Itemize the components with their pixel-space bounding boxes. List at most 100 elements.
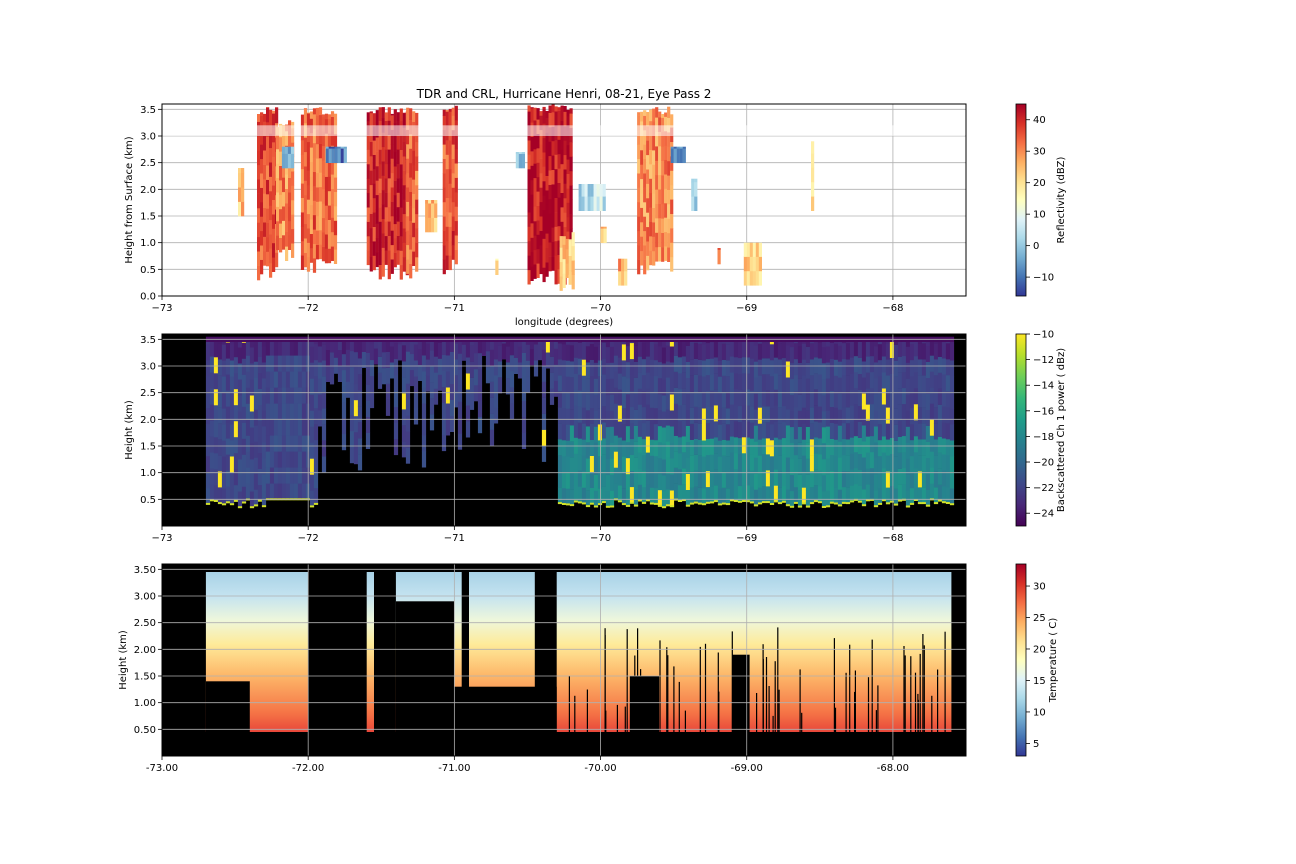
reflectivity-echo-cell [399,250,403,266]
backscatter-cell [477,342,483,354]
reflectivity-speckle-cell [431,200,435,204]
reflectivity-echo-cell [560,163,564,179]
reflectivity-speckle-cell [343,146,347,149]
reflectivity-echo-cell [637,230,641,246]
reflectivity-echo-cell [545,175,549,191]
reflectivity-speckle-cell [325,146,329,149]
backscatter-cell [701,424,707,441]
backscatter-cell [413,376,419,393]
reflectivity-echo-cell [658,146,662,161]
backscatter-cell [625,342,631,347]
temperature-missing-data [678,681,680,735]
temperature-colorbar-label: Temperature ( C) [1048,618,1059,704]
surface-return [797,505,803,508]
backscatter-cell [849,342,855,358]
reflectivity-speckle-cell [624,270,628,286]
backscatter-cell [749,342,755,359]
backscatter-cell [905,394,911,411]
reflectivity-echo-cell [390,115,394,130]
reflectivity-echo-cell [390,259,394,274]
reflectivity-speckle-cell [281,153,286,169]
backscatter-cell [797,342,803,347]
reflectivity-echo-cell [652,207,656,223]
backscatter-cell [577,486,583,503]
reflectivity-speckle-cell [676,146,680,149]
backscatter-cell [653,342,659,345]
backscatter-cell [637,356,643,373]
backscatter-cell [485,342,491,352]
backscatter-cell [717,488,723,505]
reflectivity-echo-cell [291,171,295,186]
backscatter-cell [545,352,551,369]
backscatter-cell [309,426,315,443]
backscatter-cell [789,378,795,396]
backscatter-cell [825,426,831,443]
reflectivity-echo-cell [399,108,403,122]
surface-return [837,504,843,507]
backscatter-cell [669,442,675,459]
backscatter-cell [885,439,891,456]
backscatter-cell [945,455,951,472]
backscatter-cell [849,453,855,470]
reflectivity-echo-cell [442,129,446,145]
reflectivity-echo-cell [330,246,335,261]
backscatter-cell [917,487,923,504]
backscatter-cell [633,377,639,394]
backscatter-cell [661,347,667,364]
reflectivity-echo-cell [263,150,267,165]
backscatter-cell [693,486,699,503]
reflectivity-echo-cell [263,179,267,194]
backscatter-cell [253,473,259,490]
backscatter-cell [697,343,703,360]
reflectivity-echo-cell [318,114,323,130]
backscatter-cell [901,483,907,501]
backscatter-cell [277,467,283,484]
backscatter-cell [613,371,619,388]
backscatter-cell [253,361,259,378]
backscatter-cell [625,441,631,459]
backscatter-cell [597,488,603,505]
reflectivity-echo-cell [378,221,382,237]
backscatter-cell [217,359,223,376]
surface-return [665,504,671,507]
reflectivity-echo-cell [393,166,397,181]
backscatter-cell [681,388,687,405]
backscatter-cell [929,483,935,500]
temperature-missing-data [395,601,455,756]
backscatter-cell [581,439,587,456]
reflectivity-speckle-cell [691,196,695,211]
surface-return [757,502,763,505]
backscatter-cell [737,469,743,487]
temperature-missing-data [774,661,776,735]
reflectivity-echo-cell [309,233,314,249]
reflectivity-echo-cell [318,158,323,173]
backscatter-cell [713,373,719,390]
backscatter-cell [745,373,751,390]
reflectivity-echo-cell [269,109,273,120]
backscatter-cell [817,390,823,407]
backscatter-cell [905,342,911,347]
backscatter-cell [701,440,707,457]
reflectivity-echo-cell [412,208,416,223]
backscatter-cell [249,363,255,380]
reflectivity-echo-cell [263,164,267,180]
backscatter-cell [285,467,291,484]
backscatter-cell [213,485,219,502]
backscatter-cell [793,438,799,456]
reflectivity-echo-cell [559,247,563,263]
backscatter-cell [309,362,315,379]
backscatter-cell [709,342,715,359]
reflectivity-echo-cell [309,161,314,177]
backscatter-cell [249,459,255,476]
backscatter-cell [785,441,791,458]
backscatter-cell [357,454,363,471]
backscatter-cell [929,451,935,468]
reflectivity-echo-cell [276,235,280,251]
reflectivity-xlabel: longitude (degrees) [515,317,613,328]
reflectivity-echo-cell [396,178,400,193]
backscatter-cell [585,410,591,427]
reflectivity-echo-cell [658,232,662,248]
reflectivity-echo-cell [563,106,567,112]
reflectivity-echo-cell [542,181,546,196]
backscatter-cell [937,388,943,405]
